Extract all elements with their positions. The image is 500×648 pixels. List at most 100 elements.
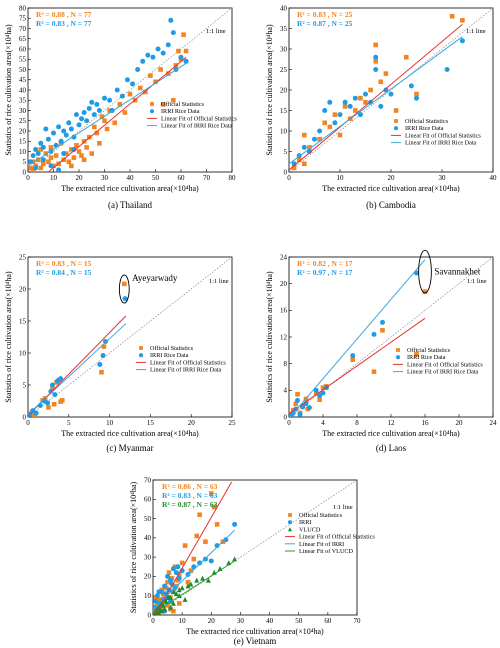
data-point-vlucd <box>188 581 194 587</box>
y-tick-label: 10 <box>19 349 27 357</box>
data-point-official <box>104 126 110 132</box>
data-point-vlucd <box>176 587 182 593</box>
plot-area <box>28 257 232 417</box>
data-point-irri <box>94 101 100 107</box>
data-point-official <box>66 159 72 165</box>
data-point-irri <box>56 124 62 130</box>
y-tick-label: 40 <box>144 534 152 542</box>
data-point-official <box>48 145 54 150</box>
data-point-irri <box>165 573 171 579</box>
x-axis-label: The extracted rice cultivation area(×10⁴… <box>322 429 460 438</box>
legend-marker-official <box>394 119 398 123</box>
data-point-irri <box>56 167 62 172</box>
fit-line-irri_fit <box>153 529 235 610</box>
data-point-irri <box>373 54 379 60</box>
data-point-irri <box>40 157 46 163</box>
data-point-irri <box>317 393 323 399</box>
data-point-official <box>160 102 166 107</box>
data-point-official <box>112 120 117 126</box>
x-tick-label: 0 <box>26 419 30 427</box>
data-point-official <box>38 147 44 152</box>
data-point-irri <box>100 353 106 359</box>
data-point-irri <box>86 105 92 111</box>
data-point-irri <box>135 67 141 72</box>
y-tick-label: 30 <box>144 553 152 561</box>
data-point-irri <box>155 46 161 52</box>
data-point-official <box>449 13 455 19</box>
y-axis-label: Statistics of rice cultivation area(×10⁴… <box>4 24 13 156</box>
data-point-vlucd <box>159 608 165 614</box>
y-axis-label: Statistics of rice cultivation area(×10⁴… <box>129 482 138 614</box>
data-point-irri <box>61 128 67 134</box>
data-point-irri <box>49 382 55 388</box>
x-tick-label: 60 <box>324 617 332 625</box>
data-point-irri <box>48 163 54 169</box>
data-point-official <box>121 281 127 287</box>
fit-line-vlucd_fit <box>153 560 235 614</box>
y-tick-label: 8 <box>284 360 288 368</box>
data-point-irri <box>459 38 465 44</box>
chart-myanmar: 0 5 10 15 20 25 0 5 10 15 20 25 The extracted rice c… <box>4 253 236 453</box>
data-point-official <box>179 560 185 566</box>
x-tick-label: 12 <box>388 419 396 427</box>
data-point-official <box>302 161 307 167</box>
data-point-irri <box>347 103 353 109</box>
x-tick-label: 50 <box>152 174 160 182</box>
data-point-irri <box>378 103 384 109</box>
data-point-official <box>322 120 327 126</box>
plot-area <box>28 8 232 172</box>
data-point-official <box>383 71 389 76</box>
x-tick-label: 25 <box>229 419 237 427</box>
data-point-official <box>363 100 368 105</box>
data-point-official <box>153 79 158 85</box>
y-tick-label: 10 <box>144 592 152 600</box>
x-tick-label: 0 <box>287 419 291 427</box>
data-point-irri <box>45 400 51 406</box>
data-point-official <box>191 556 197 562</box>
data-point-official <box>41 161 46 167</box>
data-point-irri <box>208 558 214 564</box>
data-point-irri <box>38 140 44 146</box>
y-tick-label: 65 <box>19 35 27 43</box>
x-tick-label: 5 <box>67 419 71 427</box>
legend-marker-irri <box>287 520 293 525</box>
data-point-irri <box>40 144 46 150</box>
data-point-vlucd <box>170 589 176 595</box>
annotation-label: Ayeyarwady <box>132 273 178 283</box>
data-point-irri <box>79 116 85 122</box>
legend-label: Official Statistics <box>299 512 343 519</box>
y-tick-label: 55 <box>19 56 27 64</box>
y-tick-label: 70 <box>19 25 27 33</box>
data-point-official <box>229 474 234 479</box>
data-point-official <box>342 104 348 109</box>
legend-label: IRRI <box>299 519 311 526</box>
panel-caption: (b) Cambodia <box>366 200 416 210</box>
x-tick-label: 30 <box>101 174 109 182</box>
data-point-official <box>158 67 163 72</box>
data-point-official <box>165 579 170 585</box>
data-point-official <box>181 32 186 37</box>
data-point-irri <box>306 405 312 411</box>
x-tick-label: 10 <box>50 174 58 182</box>
data-point-irri <box>124 77 130 83</box>
data-point-irri <box>444 67 450 72</box>
one-to-one-line <box>28 257 232 417</box>
data-point-irri <box>371 331 377 337</box>
y-tick-label: 40 <box>280 4 288 12</box>
y-tick-label: 0 <box>23 413 27 421</box>
fit-line-irri_fit <box>289 259 426 417</box>
data-point-vlucd <box>162 606 168 612</box>
data-point-official <box>197 512 202 518</box>
legend-marker-official <box>396 348 400 352</box>
stat-text-irri: R² = 0.83 , N = 77 <box>36 19 92 28</box>
legend-label: VLUCD <box>299 526 321 533</box>
data-point-irri <box>176 575 182 581</box>
x-tick-label: 0 <box>287 174 291 182</box>
data-point-official <box>185 579 191 585</box>
legend-label: Linear Fit of Official Statistics <box>150 359 226 366</box>
legend-label: Linear Fit of Official Statistics <box>299 534 375 541</box>
y-tick-label: 35 <box>280 25 288 33</box>
x-tick-label: 20 <box>456 419 464 427</box>
